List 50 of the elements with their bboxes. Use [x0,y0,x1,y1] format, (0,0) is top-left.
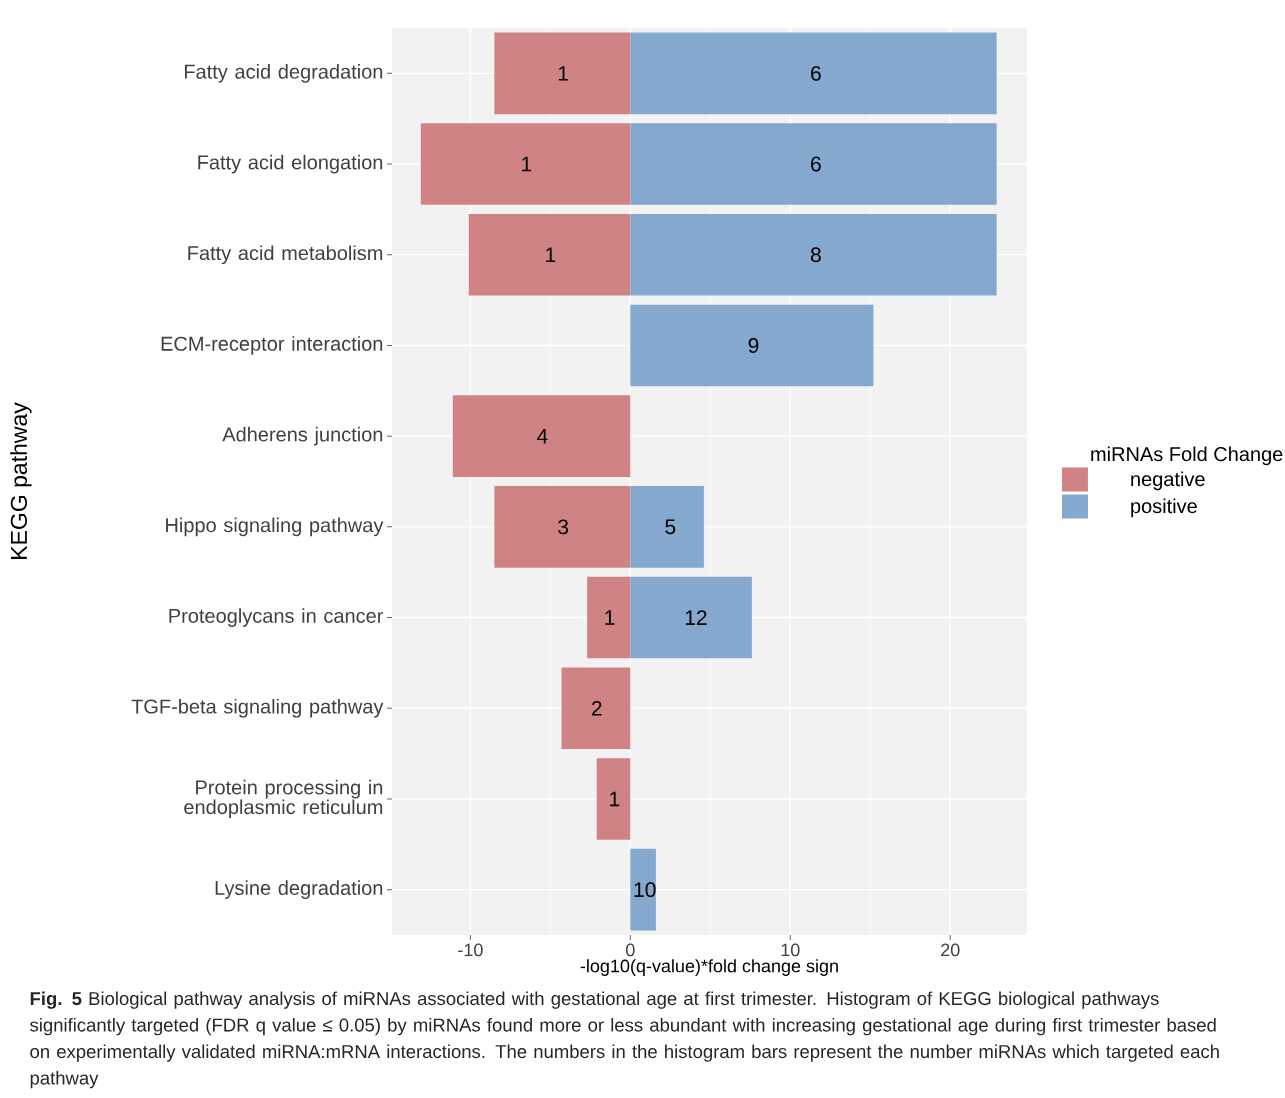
bar [630,486,704,568]
y-tick-label: Fatty acid metabolism [188,245,383,265]
bar [630,123,997,205]
y-tick-label: Lysine degradation [215,880,383,899]
legend-title: miRNAs Fold Change [1091,446,1283,466]
bar [630,213,997,296]
x-tick-label: 10 [781,943,800,957]
bar [420,123,631,205]
annotation: 6 [811,156,821,172]
y-tick-label: Fatty acid elongation [198,154,383,174]
x-tick-label: 20 [941,943,960,957]
bar [630,32,997,115]
legend-label: negative [1131,471,1205,491]
x-tick-label: -10 [458,943,483,957]
text: Fig. 5 Biological pathway analysis of miRNAs associated with gestational age at first trimester. Histogram of KEGG biological pathways significantly targeted (FDR q value ≤ 0.05) by miRNAs found more or less abundant with increasing gestational age during first trimester based on experimentally validated miRNA:mRNA interactions. The numbers in the histogram bars represent the number miRNAs which targeted each pathway [30,991,1219,1089]
annotation: 1 [610,791,620,807]
annotation: 9 [748,338,759,353]
bar [561,667,631,750]
bar [452,395,631,477]
bar [630,848,656,931]
annotation: 5 [665,519,676,535]
bar [494,32,631,115]
annotation: 1 [546,247,556,262]
annotation: 3 [558,519,569,535]
bar [596,758,631,840]
annotation: 6 [811,65,821,81]
annotation: 1 [558,66,568,81]
annotation: 10 [634,882,656,898]
annotation: 8 [810,247,821,263]
bar [630,304,874,387]
annotation: 1 [605,610,615,625]
annotation: 1 [522,156,532,172]
y-tick-label: Adherens junction [222,426,383,446]
annotation: 12 [685,610,707,625]
legend-label: positive [1131,498,1197,518]
bar [494,486,631,568]
y-tick-label: Fatty acid degradation [184,64,383,83]
annotation: 4 [537,428,548,444]
bar [630,576,752,659]
annotation: 2 [591,700,602,716]
bar [587,576,631,659]
x-axis-title: -log10(q-value)*fold change sign [580,959,838,976]
y-tick-label: Proteoglycans in cancer [169,608,384,627]
y-axis-title: KEGG pathway [10,402,32,559]
y-tick-label: ECM-receptor interaction [161,336,383,355]
y-tick-label: Protein processing in endoplasmic reticulum [184,779,383,819]
bar [468,213,631,296]
y-tick-label: TGF-beta signaling pathway [131,698,384,718]
x-tick-label: 0 [626,943,635,957]
y-tick-label: Hippo signaling pathway [166,517,384,537]
